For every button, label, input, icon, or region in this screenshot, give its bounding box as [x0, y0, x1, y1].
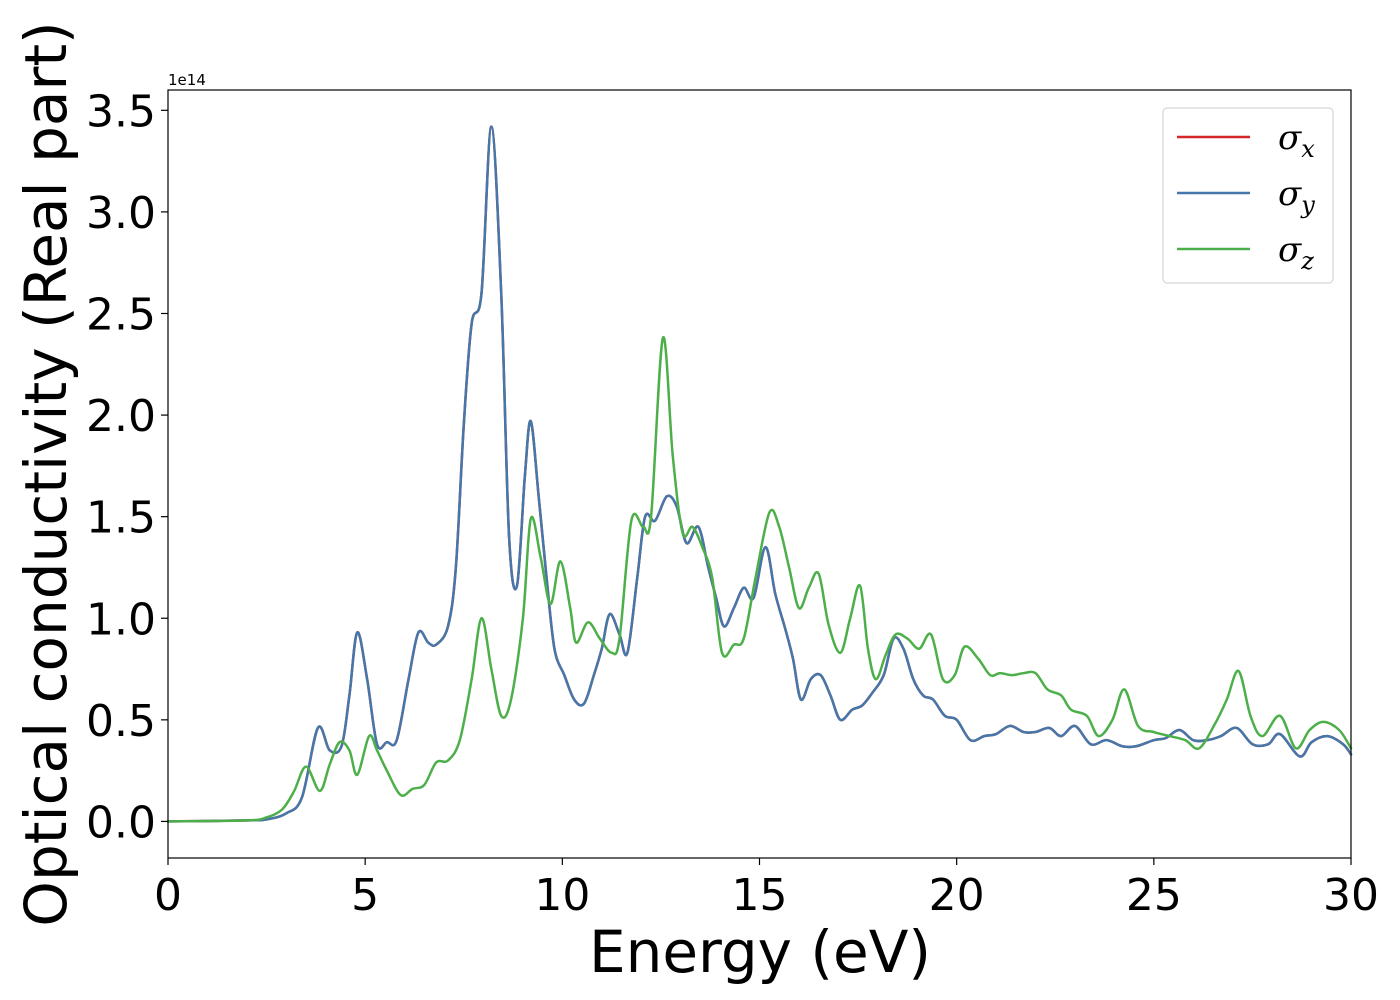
y-axis: 0.0 0.5 1.0 1.5 2.0 2.5 3.0 3.5 — [86, 86, 168, 848]
x-tick-label: 5 — [351, 870, 379, 921]
legend-label-x: σx — [1278, 118, 1315, 163]
y-tick-label: 2.5 — [86, 289, 156, 340]
y-tick-label: 3.5 — [86, 86, 156, 137]
x-axis-title: Energy (eV) — [589, 918, 931, 986]
legend-items: σx σy σz — [1177, 118, 1315, 275]
y-tick-label: 0.0 — [86, 797, 156, 848]
legend: σx σy σz — [1162, 107, 1334, 284]
y-tick-label: 3.0 — [86, 188, 156, 239]
x-tick-label: 25 — [1126, 870, 1182, 921]
x-tick-label: 15 — [732, 870, 788, 921]
y-tick-label: 1.5 — [86, 493, 156, 544]
legend-label-y: σy — [1278, 174, 1315, 219]
y-axis-title: Optical conductivity (Real part) — [12, 21, 80, 926]
x-tick-label: 0 — [154, 870, 182, 921]
legend-label-z: σz — [1278, 230, 1314, 275]
y-tick-label: 1.0 — [86, 594, 156, 645]
x-axis: 0 5 10 15 20 25 30 — [154, 858, 1379, 921]
series-line-z — [166, 336, 1353, 823]
y-tick-label: 0.5 — [86, 696, 156, 747]
legend-box — [1162, 107, 1334, 284]
y-offset-text: 1e14 — [168, 71, 206, 89]
x-tick-label: 30 — [1323, 870, 1379, 921]
x-tick-label: 10 — [534, 870, 590, 921]
series-layer — [166, 125, 1353, 823]
x-tick-label: 20 — [929, 870, 985, 921]
y-tick-label: 2.0 — [86, 391, 156, 442]
